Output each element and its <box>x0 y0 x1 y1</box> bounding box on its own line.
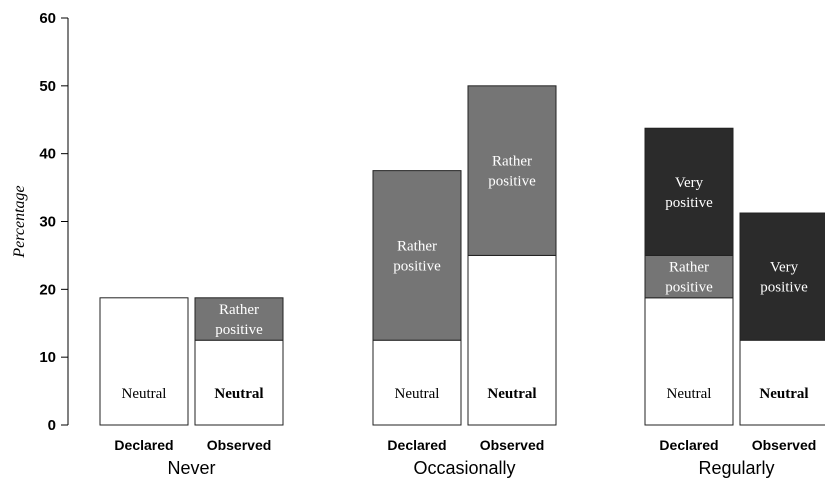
bar-segment-neutral <box>99 297 189 426</box>
x-sub-label: Declared <box>387 437 446 453</box>
y-tick-label: 40 <box>39 146 56 163</box>
x-sub-label: Declared <box>114 437 173 453</box>
segment-label: Neutral <box>759 386 808 402</box>
segment-label: Very positive <box>760 260 808 296</box>
y-tick-label: 60 <box>39 10 56 27</box>
segment-label: Rather positive <box>393 238 441 274</box>
segment-label: Neutral <box>214 386 263 402</box>
y-tick-label: 10 <box>39 349 56 366</box>
y-tick-label: 50 <box>39 78 56 95</box>
bar-occasionally-observed: Neutral Rather positive <box>467 85 557 426</box>
bar-never-observed: Neutral Rather positive <box>194 297 284 426</box>
segment-label: Rather positive <box>215 302 263 338</box>
x-sub-label: Observed <box>207 437 272 453</box>
segment-label: Neutral <box>487 386 536 402</box>
segment-label: Rather positive <box>488 154 536 190</box>
x-axis-labels: Declared Observed Declared Observed Declared… <box>114 437 816 478</box>
bar-segment-rather-positive <box>194 297 284 341</box>
bar-segment-neutral <box>739 339 825 426</box>
x-group-label: Regularly <box>698 458 774 478</box>
bar-never-declared: Neutral <box>99 297 189 426</box>
segment-label: Rather positive <box>665 260 713 296</box>
bar-segment-rather-positive <box>372 170 462 341</box>
x-sub-label: Declared <box>659 437 718 453</box>
y-axis-title: Percentage <box>11 185 28 258</box>
bars: Neutral Neutral Rather positive Neutral Rathe… <box>99 85 825 426</box>
bar-segment-neutral <box>644 297 734 426</box>
x-sub-label: Observed <box>752 437 817 453</box>
bar-regularly-declared: Neutral Rather positive Very positive <box>644 127 734 426</box>
x-group-label: Never <box>167 458 215 478</box>
segment-label: Neutral <box>122 386 167 402</box>
y-tick-label: 20 <box>39 281 56 298</box>
segment-label: Neutral <box>395 386 440 402</box>
bar-segment-rather-positive <box>467 85 557 256</box>
y-axis: 0 10 20 30 40 50 60 <box>39 10 69 434</box>
segment-label: Very positive <box>665 175 713 211</box>
x-group-label: Occasionally <box>413 458 515 478</box>
x-sub-label: Observed <box>480 437 545 453</box>
bar-occasionally-declared: Neutral Rather positive <box>372 170 462 426</box>
bar-regularly-observed: Neutral Very positive <box>739 212 825 426</box>
bar-segment-neutral <box>194 339 284 426</box>
bar-segment-neutral <box>372 339 462 426</box>
bar-segment-very-positive <box>644 127 734 256</box>
y-tick-label: 0 <box>48 417 56 434</box>
y-tick-label: 30 <box>39 214 56 231</box>
bar-segment-very-positive <box>739 212 825 341</box>
segment-label: Neutral <box>667 386 712 402</box>
